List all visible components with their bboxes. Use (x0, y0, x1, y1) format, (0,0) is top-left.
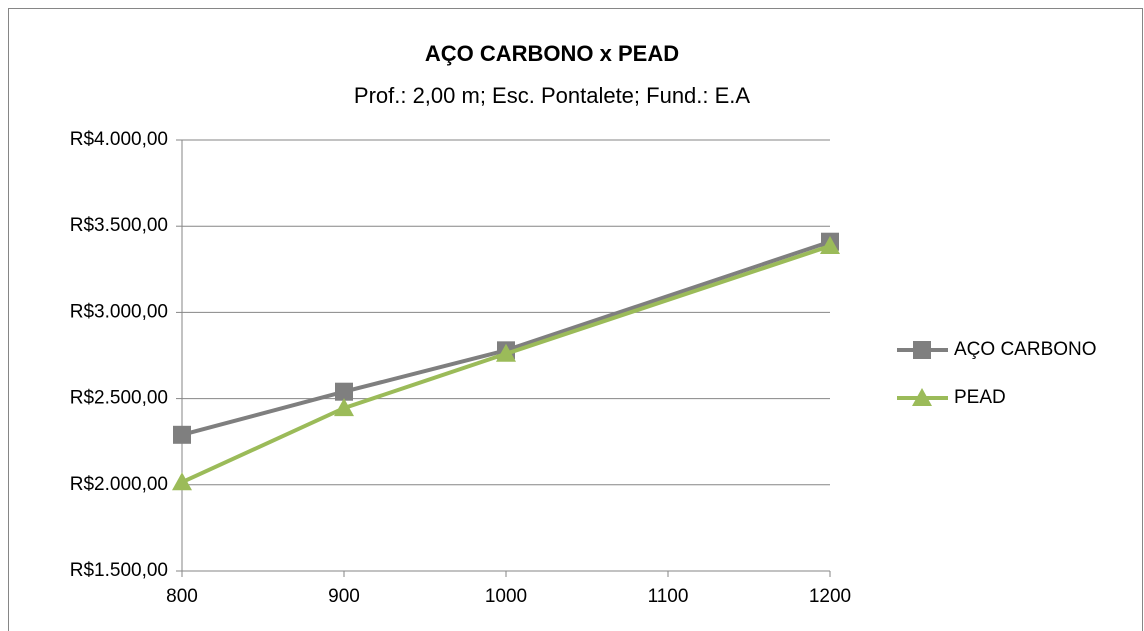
marker (335, 382, 353, 401)
x-tick-label: 1000 (485, 586, 527, 607)
legend-marker (912, 388, 932, 406)
y-tick-label: R$2.000,00 (70, 474, 168, 495)
series-line (181, 239, 831, 437)
marker (172, 472, 192, 491)
legend-label: AÇO CARBONO (954, 339, 1097, 360)
y-tick-label: R$4.000,00 (70, 129, 168, 150)
x-tick-label: 1200 (809, 586, 851, 607)
chart-subtitle: Prof.: 2,00 m; Esc. Pontalete; Fund.: E.… (354, 83, 751, 108)
marker (820, 236, 840, 255)
chart-frame (8, 8, 1143, 631)
y-tick-label: R$3.000,00 (70, 301, 168, 322)
x-tick-label: 1100 (648, 586, 689, 607)
chart-title: AÇO CARBONO x PEAD (425, 41, 679, 66)
x-tick-label: 800 (166, 586, 198, 607)
y-tick-label: R$3.500,00 (70, 215, 168, 236)
y-tick-label: R$2.500,00 (70, 388, 168, 409)
marker (173, 425, 191, 444)
legend-marker (913, 341, 931, 359)
series-line (181, 244, 831, 485)
marker (334, 398, 354, 417)
x-tick-label: 900 (328, 586, 360, 607)
marker (496, 343, 516, 362)
y-tick-label: R$1.500,00 (70, 560, 168, 581)
legend-label: PEAD (954, 387, 1006, 408)
